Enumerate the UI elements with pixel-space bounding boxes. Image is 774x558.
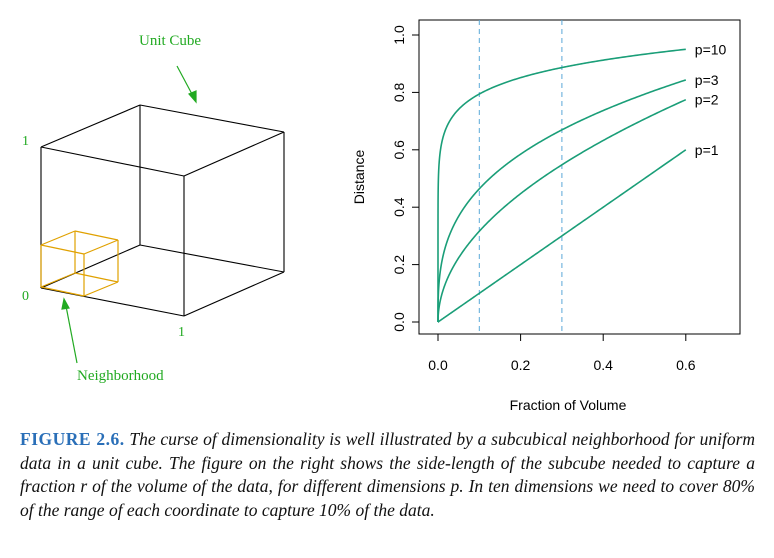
neighborhood-arrow xyxy=(65,305,78,364)
caption-text: The curse of dimensionality is well illu… xyxy=(20,429,756,520)
unit-cube-arrowhead xyxy=(188,90,197,104)
series-line-p1 xyxy=(437,149,687,323)
figure-caption: FIGURE 2.6. The curse of dimensionality … xyxy=(20,428,755,522)
y-tick-label: 0.8 xyxy=(391,82,407,102)
x-tick-label: 0.2 xyxy=(511,357,531,373)
y-axis: 0.0 0.2 0.4 0.6 0.8 1.0 xyxy=(391,25,420,332)
series-labels: p=1 p=2 p=3 p=10 xyxy=(695,41,727,158)
neighborhood-arrowhead xyxy=(61,297,70,310)
series-line-p3 xyxy=(437,79,687,322)
y-tick-label: 1.0 xyxy=(391,25,407,45)
series-line-p2 xyxy=(437,98,687,322)
series-label-p10: p=10 xyxy=(695,41,727,57)
axis-label-one-top: 1 xyxy=(22,134,29,149)
series-line-p10 xyxy=(437,48,686,322)
distance-chart: 0.0 0.2 0.4 0.6 0.00.20.40.60.81.0 p=1p=2p=… xyxy=(351,19,741,413)
figure-label: FIGURE 2.6. xyxy=(20,429,125,449)
series-label-p1: p=1 xyxy=(695,142,719,158)
unit-cube xyxy=(40,104,285,317)
subcube-neighborhood xyxy=(40,230,119,297)
arrows xyxy=(61,65,197,364)
y-tick-label: 0.6 xyxy=(391,140,407,160)
series-curves xyxy=(437,48,687,323)
figure-canvas: Unit Cube Neighborhood 1 0 1 0.0 0.2 0.4 0.… xyxy=(22,19,741,413)
x-tick-label: 0.0 xyxy=(428,357,448,373)
unit-cube-label: Unit Cube xyxy=(139,33,201,49)
axis-label-one-bottom: 1 xyxy=(178,325,185,340)
unit-cube-diagram: Unit Cube Neighborhood 1 0 1 xyxy=(22,33,285,384)
x-tick-label: 0.6 xyxy=(676,357,696,373)
axis-label-zero: 0 xyxy=(22,289,29,304)
y-tick-label: 0.2 xyxy=(391,255,407,275)
y-axis-title: Distance xyxy=(351,150,367,205)
unit-cube-arrow xyxy=(176,65,194,97)
y-tick-label: 0.4 xyxy=(391,197,407,217)
reference-lines xyxy=(478,20,563,334)
x-axis-title: Fraction of Volume xyxy=(510,397,627,413)
x-tick-label: 0.4 xyxy=(593,357,613,373)
series-label-p2: p=2 xyxy=(695,92,719,108)
series-label-p3: p=3 xyxy=(695,72,719,88)
neighborhood-label: Neighborhood xyxy=(77,368,164,384)
x-axis: 0.0 0.2 0.4 0.6 xyxy=(428,333,696,373)
plot-frame xyxy=(418,19,741,335)
y-tick-label: 0.0 xyxy=(391,312,407,332)
